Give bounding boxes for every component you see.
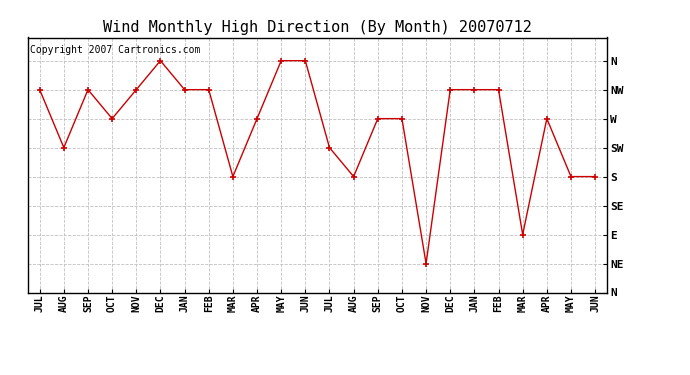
Text: Copyright 2007 Cartronics.com: Copyright 2007 Cartronics.com [30, 45, 201, 55]
Title: Wind Monthly High Direction (By Month) 20070712: Wind Monthly High Direction (By Month) 2… [103, 20, 532, 35]
